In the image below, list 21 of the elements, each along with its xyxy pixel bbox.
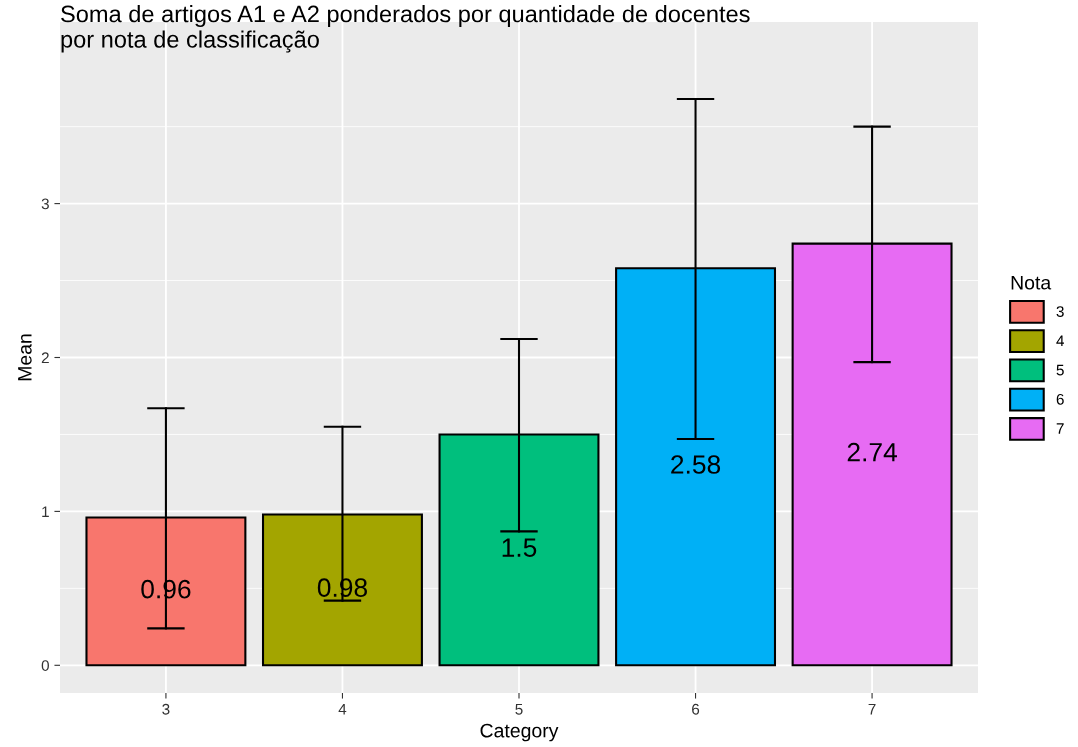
y-tick-label: 2	[41, 352, 49, 364]
y-tick-label: 3	[41, 198, 49, 210]
chart-title: Soma de artigos A1 e A2 ponderados por quantidade de docentes por nota de classificação	[61, 5, 750, 53]
x-tick-label: 3	[162, 703, 170, 715]
data-label: 2.58	[671, 455, 721, 474]
legend-title: Nota	[1011, 276, 1052, 290]
legend-label: 3	[1056, 306, 1064, 317]
legend-label: 4	[1056, 335, 1064, 347]
x-tick-label: 5	[515, 703, 523, 715]
x-tick-label: 7	[868, 703, 876, 715]
x-axis-title: Category	[480, 723, 559, 742]
legend-label: 7	[1056, 423, 1064, 434]
y-tick-label: 0	[41, 660, 49, 671]
data-label: 1.5	[502, 538, 537, 557]
legend-label: 6	[1056, 393, 1064, 405]
x-tick-label: 4	[338, 703, 347, 715]
y-axis-title: Mean	[18, 334, 32, 381]
legend-label: 5	[1056, 364, 1064, 376]
data-label: 2.74	[847, 442, 897, 462]
x-tick-label: 6	[692, 703, 700, 715]
y-tick-label: 1	[42, 506, 49, 517]
